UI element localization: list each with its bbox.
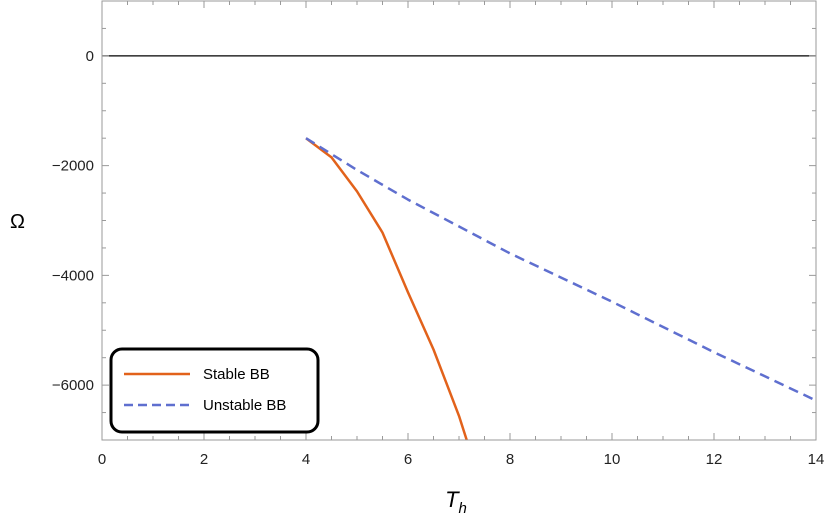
y-tick-label: −4000 [52,267,94,284]
x-tick-label: 0 [98,451,106,468]
x-tick-label: 6 [404,451,412,468]
x-axis-label: Th [445,487,467,517]
x-tick-label: 2 [200,451,208,468]
x-axis-label-subscript: h [459,500,467,517]
legend-label-unstable: Unstable BB [203,397,286,414]
plot-marks [102,55,817,441]
x-tick-label: 8 [506,451,514,468]
x-tick-label: 4 [302,451,310,468]
x-tick-label: 10 [604,451,621,468]
legend-label-stable: Stable BB [203,366,270,383]
legend-box [109,347,320,434]
y-tick-label: −2000 [52,158,94,175]
x-tick-label: 14 [808,451,825,468]
series-line-stable [305,137,468,441]
legend: Stable BB Unstable BB [109,347,320,434]
y-tick-label: −6000 [52,377,94,394]
x-tick-label: 12 [706,451,723,468]
series-line-unstable [305,137,817,402]
y-tick-label: 0 [86,48,94,65]
axes: 0 2 4 6 8 10 12 14 0 −2000 −4000 −6000 [52,0,825,468]
y-axis-label: Ω [10,211,25,233]
